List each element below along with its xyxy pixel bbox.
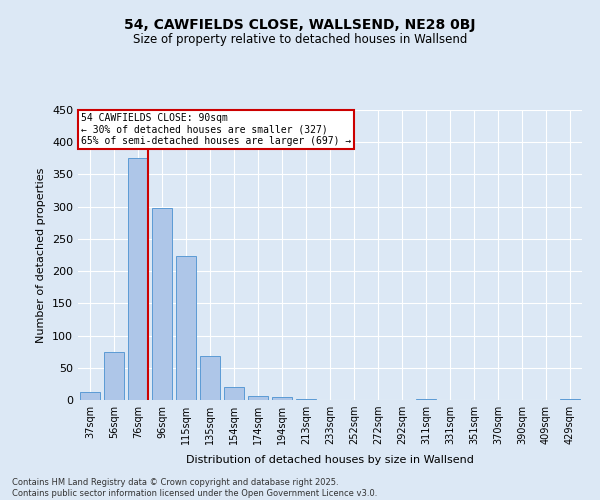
Bar bbox=[128, 158, 148, 400]
Bar bbox=[152, 208, 172, 400]
Bar bbox=[272, 397, 292, 400]
Text: 54, CAWFIELDS CLOSE, WALLSEND, NE28 0BJ: 54, CAWFIELDS CLOSE, WALLSEND, NE28 0BJ bbox=[124, 18, 476, 32]
Bar bbox=[224, 387, 244, 400]
X-axis label: Distribution of detached houses by size in Wallsend: Distribution of detached houses by size … bbox=[186, 456, 474, 466]
Text: 54 CAWFIELDS CLOSE: 90sqm
← 30% of detached houses are smaller (327)
65% of semi: 54 CAWFIELDS CLOSE: 90sqm ← 30% of detac… bbox=[80, 113, 351, 146]
Text: Contains HM Land Registry data © Crown copyright and database right 2025.
Contai: Contains HM Land Registry data © Crown c… bbox=[12, 478, 377, 498]
Bar bbox=[104, 352, 124, 400]
Y-axis label: Number of detached properties: Number of detached properties bbox=[37, 168, 46, 342]
Text: Size of property relative to detached houses in Wallsend: Size of property relative to detached ho… bbox=[133, 32, 467, 46]
Bar bbox=[248, 396, 268, 400]
Bar bbox=[80, 392, 100, 400]
Bar bbox=[176, 256, 196, 400]
Bar bbox=[200, 356, 220, 400]
